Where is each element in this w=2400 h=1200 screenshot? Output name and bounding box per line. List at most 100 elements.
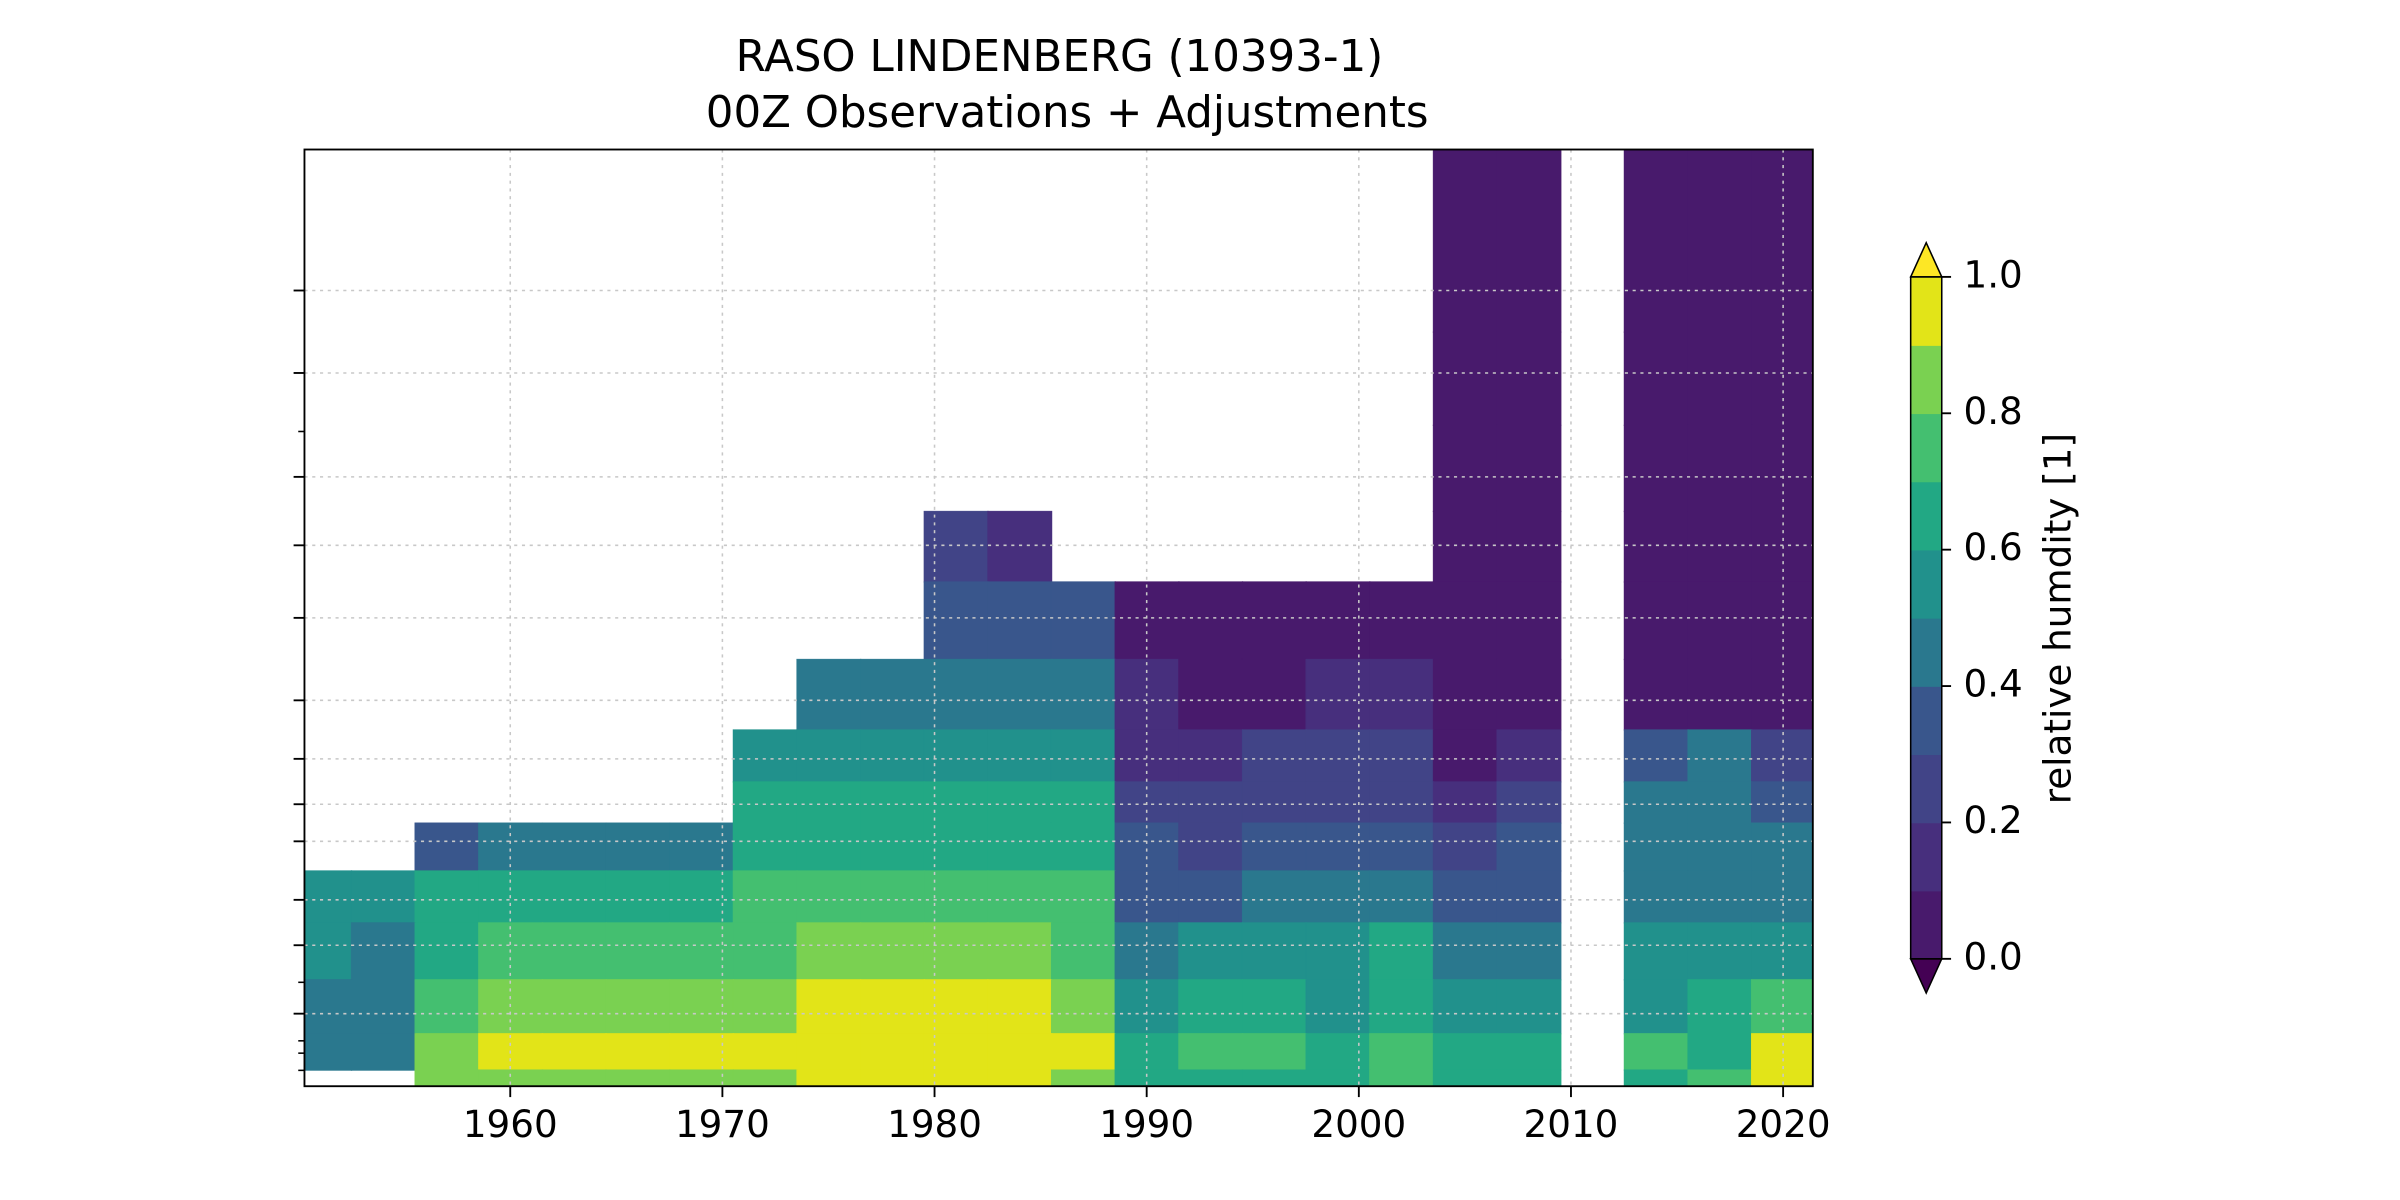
cell	[1305, 781, 1371, 824]
cell	[732, 781, 798, 824]
cell	[1687, 424, 1753, 513]
cell	[796, 979, 862, 1035]
cell	[1496, 822, 1562, 872]
cell	[796, 658, 862, 731]
cell	[1241, 658, 1307, 731]
colorbar-segment	[1910, 754, 1942, 824]
cell	[541, 1069, 607, 1087]
cell	[987, 1069, 1053, 1087]
cell	[923, 1033, 989, 1071]
cell	[732, 1069, 798, 1087]
cell	[1432, 979, 1498, 1035]
cell	[1496, 979, 1562, 1035]
x-tick-label: 1990	[1099, 1102, 1194, 1146]
cell	[1178, 658, 1244, 731]
cell	[1305, 1033, 1371, 1071]
cell	[1369, 1033, 1435, 1071]
cell	[1369, 870, 1435, 924]
cell	[923, 729, 989, 783]
cell	[414, 979, 480, 1035]
cell	[1305, 922, 1371, 981]
cell	[541, 1033, 607, 1071]
cell	[1623, 781, 1689, 824]
cell	[1241, 581, 1307, 661]
cell	[1687, 1069, 1753, 1087]
cell	[1623, 729, 1689, 783]
cell	[987, 658, 1053, 731]
cell	[1432, 1069, 1498, 1087]
plot-frame	[303, 148, 1814, 1088]
cell	[414, 822, 480, 872]
cell	[1305, 979, 1371, 1035]
cell	[1050, 870, 1116, 924]
cell	[1432, 658, 1498, 731]
cell	[1687, 922, 1753, 981]
cell	[1623, 510, 1689, 583]
x-tick-label: 2010	[1524, 1102, 1619, 1146]
cell	[1369, 822, 1435, 872]
cell	[1369, 922, 1435, 981]
cell	[732, 822, 798, 872]
cell	[1432, 781, 1498, 824]
cell	[1623, 822, 1689, 872]
cell	[1178, 1033, 1244, 1071]
cell	[414, 1033, 480, 1071]
cell	[923, 979, 989, 1035]
cell	[796, 1033, 862, 1071]
cell	[1241, 822, 1307, 872]
cell	[1178, 729, 1244, 783]
cell	[1496, 781, 1562, 824]
colorbar-segment	[1910, 686, 1942, 756]
colorbar-tick-label: 0.4	[1963, 662, 2022, 706]
cell	[1241, 922, 1307, 981]
x-tick-label: 2000	[1311, 1102, 1406, 1146]
cell	[1178, 781, 1244, 824]
cell	[987, 781, 1053, 824]
cell	[796, 781, 862, 824]
field	[304, 149, 1813, 1087]
cell	[1050, 729, 1116, 783]
cell	[860, 870, 925, 924]
axes: 1960 1970 1980 1990 2000 2010 2020	[293, 289, 1831, 1146]
cell	[1687, 870, 1753, 924]
cell	[1178, 581, 1244, 661]
cell	[1623, 870, 1689, 924]
cell	[987, 581, 1053, 661]
cell	[1432, 149, 1498, 333]
cell	[1241, 729, 1307, 783]
cell	[605, 870, 671, 924]
cell	[1241, 1069, 1307, 1087]
cell	[987, 1033, 1053, 1071]
cell	[1687, 1033, 1753, 1071]
cell	[860, 979, 925, 1035]
cell	[414, 870, 480, 924]
cell	[1496, 149, 1562, 333]
cell	[350, 979, 416, 1035]
cell	[541, 822, 607, 872]
cell	[1432, 729, 1498, 783]
colorbar-segment	[1910, 413, 1942, 483]
cell	[987, 822, 1053, 872]
cell	[1178, 822, 1244, 872]
cell	[669, 979, 735, 1035]
colorbar-segment	[1910, 822, 1942, 892]
cell	[796, 729, 862, 783]
cell	[860, 658, 925, 731]
cell	[1751, 149, 1813, 333]
cell	[1369, 1069, 1435, 1087]
cell	[1241, 870, 1307, 924]
cell	[1369, 781, 1435, 824]
cell	[1496, 1033, 1562, 1071]
cell	[1114, 822, 1180, 872]
cell	[796, 1069, 862, 1087]
cell	[796, 822, 862, 872]
cell	[350, 922, 416, 981]
cell	[1751, 1033, 1813, 1071]
cell	[987, 729, 1053, 783]
colorbar-frame	[1909, 276, 1943, 960]
cell	[860, 781, 925, 824]
cell	[1623, 424, 1689, 513]
cell	[1687, 729, 1753, 783]
colorbar-tick-label: 0.0	[1963, 934, 2022, 978]
chart-title: RASO LINDENBERG (10393-1)	[736, 32, 1384, 82]
